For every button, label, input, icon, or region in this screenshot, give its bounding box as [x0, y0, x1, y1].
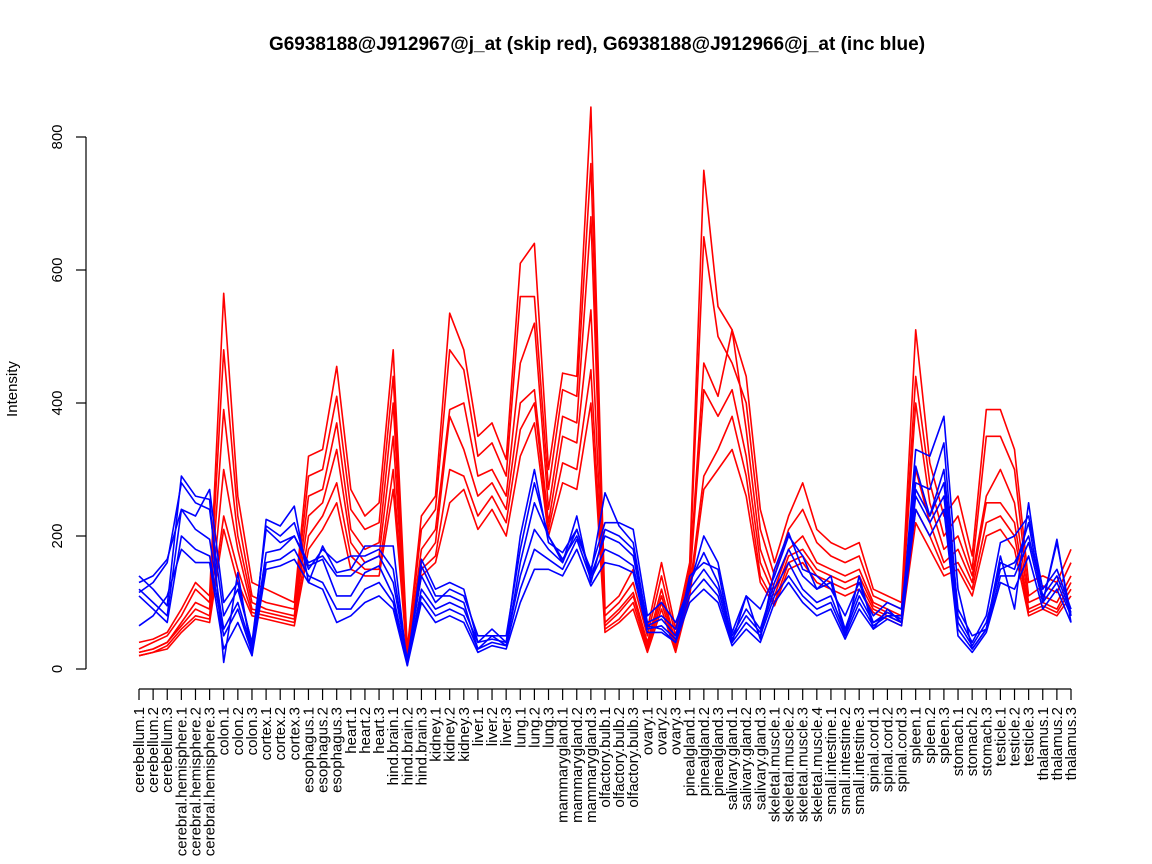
x-tick-label: small.intestine.1: [823, 707, 840, 815]
y-tick-label: 400: [49, 390, 66, 415]
inc-blue-line-11: [138, 508, 1072, 667]
y-tick-label: 0: [49, 665, 66, 673]
inc-blue-line-6: [138, 415, 1072, 667]
x-tick-label: hind.brain.1: [385, 707, 402, 785]
y-axis: 0 200 400 600 800: [49, 124, 87, 673]
x-tick-label: spleen.1: [908, 707, 925, 764]
x-tick-label: skeletal.muscle.2: [781, 707, 798, 822]
x-tick-label: ovary.3: [668, 707, 685, 755]
x-tick-label: olfactory.bulb.2: [611, 707, 628, 808]
x-tick-label: cortex.3: [286, 707, 303, 760]
x-tick-label: testicle.1: [992, 707, 1009, 766]
x-tick-label: salivary.gland.3: [752, 707, 769, 810]
x-tick-label: salivary.gland.2: [738, 707, 755, 810]
x-tick-label: skeletal.muscle.3: [795, 707, 812, 822]
x-tick-label: small.intestine.2: [837, 707, 854, 815]
x-tick-label: lung.3: [541, 707, 558, 748]
x-tick-label: small.intestine.3: [851, 707, 868, 815]
x-tick-label: pinealgland.1: [682, 707, 699, 796]
x-tick-label: heart.1: [343, 707, 360, 754]
x-tick-label: kidney.3: [456, 707, 473, 762]
x-tick-label: cerebellum.3: [159, 707, 176, 793]
x-tick-label: heart.3: [371, 707, 388, 754]
y-axis-label: Intensity: [4, 361, 21, 417]
x-tick-label: pinealgland.2: [696, 707, 713, 796]
x-tick-label: olfactory.bulb.1: [597, 707, 614, 808]
x-tick-label: hind.brain.3: [413, 707, 430, 785]
x-tick-label: stomach.3: [978, 707, 995, 776]
x-tick-label: spleen.3: [936, 707, 953, 764]
x-tick-label: testicle.3: [1021, 707, 1038, 766]
x-tick-label: cerebral.hemisphere.3: [202, 707, 219, 856]
x-tick-label: mammarygland.1: [555, 707, 572, 823]
x-tick-label: testicle.2: [1007, 707, 1024, 766]
skip-red-line-1: [138, 162, 1072, 654]
x-tick-label: liver.1: [470, 707, 487, 746]
x-tick-label: salivary.gland.1: [724, 707, 741, 810]
x-tick-label: lung.2: [526, 707, 543, 748]
x-tick-label: cerebellum.2: [145, 707, 162, 793]
x-tick-label: skeletal.muscle.4: [809, 707, 826, 822]
x-tick-label: cerebellum.1: [131, 707, 148, 793]
x-tick-label: spleen.2: [922, 707, 939, 764]
x-tick-label: mammarygland.3: [583, 707, 600, 823]
x-tick-label: hind.brain.2: [399, 707, 416, 785]
x-tick-label: heart.2: [357, 707, 374, 754]
chart-title: G6938188@J912967@j_at (skip red), G69381…: [269, 34, 925, 55]
x-tick-label: spinal.cord.1: [865, 707, 882, 792]
inc-blue-line-7: [138, 465, 1072, 664]
x-tick-label: olfactory.bulb.3: [625, 707, 642, 808]
x-tick-label: spinal.cord.3: [894, 707, 911, 792]
skip-red-line-5: [138, 402, 1072, 660]
x-tick-label: kidney.2: [442, 707, 459, 762]
series-lines: [138, 106, 1072, 667]
x-tick-label: lung.1: [512, 707, 529, 748]
x-tick-label: thalamus.3: [1063, 707, 1080, 780]
x-tick-label: kidney.1: [428, 707, 445, 762]
x-tick-label: liver.2: [484, 707, 501, 746]
x-tick-label: esophagus.3: [329, 707, 346, 793]
x-tick-label: esophagus.1: [300, 707, 317, 793]
x-tick-label: pinealgland.3: [710, 707, 727, 796]
x-tick-label: colon.2: [230, 707, 247, 755]
x-tick-label: liver.3: [498, 707, 515, 746]
x-tick-label: skeletal.muscle.1: [766, 707, 783, 822]
x-tick-label: colon.1: [216, 707, 233, 755]
x-axis: cerebellum.1cerebellum.2cerebellum.3cere…: [131, 688, 1080, 856]
x-tick-label: cerebral.hemisphere.2: [187, 707, 204, 856]
x-tick-label: thalamus.1: [1035, 707, 1052, 780]
x-tick-label: mammarygland.2: [569, 707, 586, 823]
x-tick-label: spinal.cord.2: [879, 707, 896, 792]
x-tick-label: cortex.2: [272, 707, 289, 760]
y-tick-label: 600: [49, 257, 66, 282]
x-tick-label: cerebral.hemisphere.1: [173, 707, 190, 856]
y-tick-label: 800: [49, 124, 66, 149]
x-tick-label: ovary.1: [639, 707, 656, 755]
x-tick-label: stomach.1: [950, 707, 967, 776]
inc-blue-line-9: [138, 481, 1072, 664]
x-tick-label: ovary.2: [653, 707, 670, 755]
x-tick-label: stomach.2: [964, 707, 981, 776]
x-tick-label: thalamus.2: [1049, 707, 1066, 780]
x-tick-label: colon.3: [244, 707, 261, 755]
skip-red-line-0: [138, 106, 1072, 650]
inc-blue-line-10: [138, 495, 1072, 665]
y-tick-label: 200: [49, 523, 66, 548]
x-tick-label: esophagus.2: [315, 707, 332, 793]
x-tick-label: cortex.1: [258, 707, 275, 760]
